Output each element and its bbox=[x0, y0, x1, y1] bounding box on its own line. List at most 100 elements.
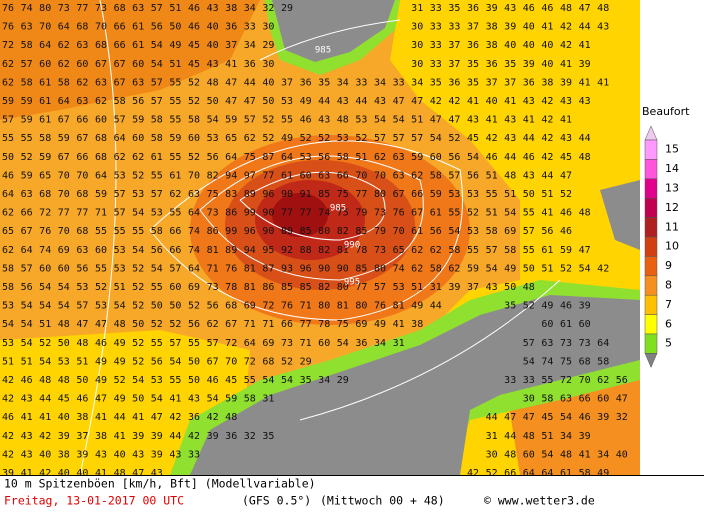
grid-value: 41 bbox=[560, 59, 572, 70]
grid-value: 70 bbox=[95, 22, 107, 33]
grid-value: 47 bbox=[95, 319, 107, 330]
grid-value: 54 bbox=[337, 338, 349, 349]
grid-value: 39 bbox=[504, 22, 516, 33]
grid-value: 39 bbox=[151, 431, 163, 442]
grid-value: 56 bbox=[188, 319, 200, 330]
grid-value: 51 bbox=[76, 356, 88, 367]
grid-value: 43 bbox=[318, 115, 330, 126]
grid-value: 59 bbox=[225, 394, 237, 405]
grid-value: 90 bbox=[337, 263, 349, 274]
grid-value: 57 bbox=[151, 3, 163, 14]
grid-value: 66 bbox=[579, 394, 591, 405]
grid-value: 54 bbox=[523, 356, 535, 367]
grid-value: 58 bbox=[188, 115, 200, 126]
legend-label: 5 bbox=[665, 337, 672, 350]
grid-value: 52 bbox=[132, 356, 144, 367]
grid-value: 78 bbox=[225, 282, 237, 293]
grid-value: 63 bbox=[541, 338, 553, 349]
grid-value: 53 bbox=[337, 133, 349, 144]
grid-value: 33 bbox=[523, 375, 535, 386]
grid-value: 43 bbox=[207, 59, 219, 70]
grid-value: 51 bbox=[541, 431, 553, 442]
grid-value: 60 bbox=[188, 133, 200, 144]
grid-value: 62 bbox=[430, 245, 442, 256]
grid-value: 71 bbox=[300, 338, 312, 349]
grid-value: 59 bbox=[21, 115, 33, 126]
grid-value: 34 bbox=[244, 40, 256, 51]
grid-value: 73 bbox=[95, 3, 107, 14]
grid-value: 48 bbox=[523, 431, 535, 442]
isobar bbox=[239, 171, 386, 241]
grid-value: 51 bbox=[504, 189, 516, 200]
grid-value: 58 bbox=[448, 245, 460, 256]
grid-value: 85 bbox=[300, 282, 312, 293]
grid-value: 47 bbox=[523, 412, 535, 423]
grid-value: 90 bbox=[281, 189, 293, 200]
grid-value: 42 bbox=[169, 412, 181, 423]
grid-value: 39 bbox=[579, 59, 591, 70]
grid-value: 58 bbox=[504, 245, 516, 256]
grid-value: 61 bbox=[169, 170, 181, 181]
grid-value: 41 bbox=[523, 115, 535, 126]
grid-value: 37 bbox=[486, 77, 498, 88]
grid-value: 93 bbox=[281, 263, 293, 274]
grid-value: 71 bbox=[244, 319, 256, 330]
grid-value: 58 bbox=[430, 263, 442, 274]
footer-model: (GFS 0.5°) bbox=[242, 494, 311, 508]
grid-value: 66 bbox=[281, 319, 293, 330]
grid-value: 60 bbox=[39, 59, 51, 70]
grid-value: 77 bbox=[76, 208, 88, 219]
grid-value: 64 bbox=[114, 133, 126, 144]
grid-value: 67 bbox=[225, 319, 237, 330]
grid-value: 40 bbox=[262, 77, 274, 88]
grid-value: 74 bbox=[318, 208, 330, 219]
grid-value: 61 bbox=[560, 468, 572, 479]
grid-value: 37 bbox=[467, 22, 479, 33]
grid-value: 37 bbox=[281, 77, 293, 88]
grid-value: 55 bbox=[169, 96, 181, 107]
grid-value: 40 bbox=[541, 40, 553, 51]
legend-swatch bbox=[644, 217, 658, 238]
grid-value: 44 bbox=[244, 77, 256, 88]
grid-value: 39 bbox=[2, 468, 14, 479]
grid-value: 40 bbox=[114, 449, 126, 460]
grid-value: 47 bbox=[430, 115, 442, 126]
grid-value: 75 bbox=[207, 189, 219, 200]
grid-value: 99 bbox=[244, 208, 256, 219]
grid-value: 55 bbox=[448, 208, 460, 219]
grid-value: 56 bbox=[151, 22, 163, 33]
legend-swatch bbox=[644, 159, 658, 180]
grid-value: 62 bbox=[132, 152, 144, 163]
grid-value: 49 bbox=[114, 356, 126, 367]
grid-value: 69 bbox=[58, 245, 70, 256]
grid-value: 68 bbox=[225, 301, 237, 312]
grid-value: 35 bbox=[467, 77, 479, 88]
grid-value: 42 bbox=[486, 133, 498, 144]
grid-value: 73 bbox=[374, 208, 386, 219]
grid-value: 55 bbox=[523, 245, 535, 256]
grid-value: 68 bbox=[39, 189, 51, 200]
grid-value: 67 bbox=[207, 356, 219, 367]
grid-value: 85 bbox=[355, 226, 367, 237]
dark-core bbox=[272, 193, 328, 237]
grid-value: 48 bbox=[579, 208, 591, 219]
grid-value: 32 bbox=[616, 412, 628, 423]
grid-value: 34 bbox=[411, 77, 423, 88]
grid-value: 60 bbox=[523, 449, 535, 460]
grid-value: 42 bbox=[188, 431, 200, 442]
legend-label: 7 bbox=[665, 298, 672, 311]
grid-value: 55 bbox=[169, 208, 181, 219]
grid-value: 71 bbox=[95, 208, 107, 219]
grid-value: 51 bbox=[2, 356, 14, 367]
grid-value: 44 bbox=[318, 96, 330, 107]
grid-value: 72 bbox=[225, 338, 237, 349]
grid-value: 55 bbox=[151, 282, 163, 293]
grid-value: 58 bbox=[541, 394, 553, 405]
grid-value: 44 bbox=[504, 431, 516, 442]
grid-value: 55 bbox=[467, 245, 479, 256]
grid-value: 62 bbox=[374, 152, 386, 163]
grid-value: 61 bbox=[39, 96, 51, 107]
grid-value: 43 bbox=[560, 96, 572, 107]
grid-value: 34 bbox=[337, 77, 349, 88]
grid-value: 52 bbox=[188, 301, 200, 312]
